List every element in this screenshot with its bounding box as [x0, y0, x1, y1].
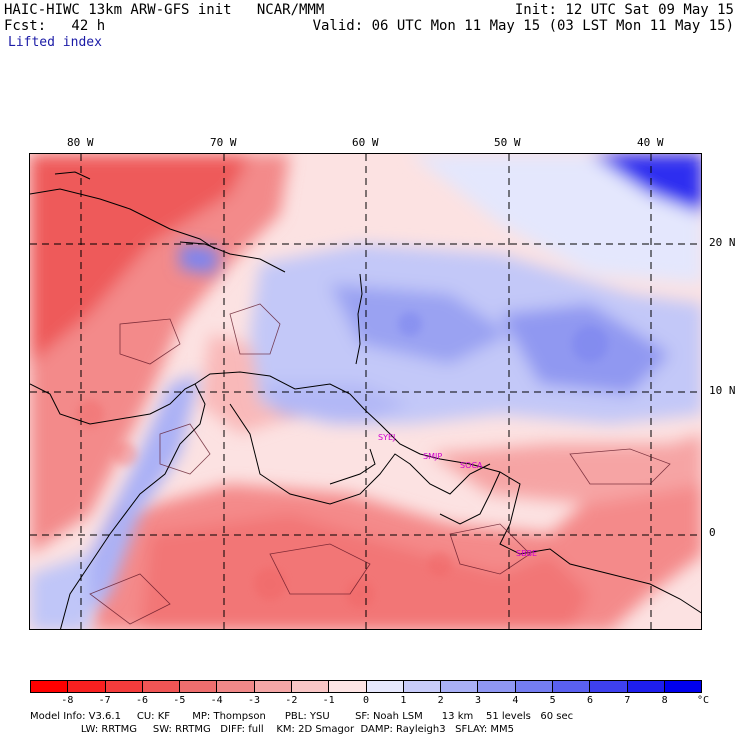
color-bar-segment — [590, 681, 628, 692]
color-bar-tick-label: 4 — [512, 695, 519, 706]
field-texture — [76, 312, 608, 608]
color-bar-tick-label: 3 — [474, 695, 482, 706]
forecast-hour: Fcst: 42 h — [4, 18, 106, 34]
coastlines — [30, 171, 701, 629]
warm-field-regions — [30, 154, 701, 629]
color-bar-segment — [180, 681, 218, 692]
model-info-line-1: Model Info: V3.6.1 CU: KF MP: Thompson P… — [30, 711, 574, 722]
color-bar-tick-label: 1 — [400, 695, 407, 706]
color-bar-tick-label: -4 — [210, 695, 223, 706]
lat-label-20n: 20 N — [709, 236, 736, 249]
color-bar-tick-label: 0 — [362, 695, 370, 706]
color-bar-segment — [329, 681, 367, 692]
lat-label-10n: 10 N — [709, 384, 736, 397]
color-bar-tick-label: 5 — [549, 695, 556, 706]
color-bar-segment — [291, 681, 330, 692]
color-bar-tick-label: -5 — [173, 695, 186, 706]
init-time: Init: 12 UTC Sat 09 May 15 — [514, 2, 734, 18]
color-bar-segment — [403, 681, 442, 692]
station-label-sbbe: SBBE — [516, 549, 538, 558]
lat-lon-grid — [30, 154, 701, 629]
color-bar-segment — [664, 681, 702, 692]
color-bar-segment — [254, 681, 292, 692]
model-title: HAIC-HIWC 13km ARW-GFS init NCAR/MMM — [4, 2, 325, 18]
color-bar-tick-label: -8 — [61, 695, 74, 706]
color-bar-tick-label: 7 — [624, 695, 631, 706]
color-bar-segment — [31, 681, 69, 692]
lon-label-70w: 70 W — [210, 136, 237, 149]
station-label-soca: SOCA — [460, 461, 483, 470]
color-bar — [30, 680, 702, 693]
lifted-index-map[interactable] — [29, 153, 702, 630]
color-bar-segment — [68, 681, 106, 692]
color-bar-segment — [217, 681, 255, 692]
lon-label-80w: 80 W — [67, 136, 94, 149]
color-bar-segment — [627, 681, 665, 692]
color-bar-segment — [515, 681, 553, 692]
station-label-smjp: SMJP — [423, 452, 443, 461]
color-bar-segment — [142, 681, 181, 692]
station-label-syej: SYEJ — [378, 433, 396, 442]
map-canvas — [30, 154, 701, 629]
color-bar-segment — [478, 681, 516, 692]
lon-label-40w: 40 W — [637, 136, 664, 149]
color-bar-segment — [366, 681, 404, 692]
lon-label-60w: 60 W — [352, 136, 379, 149]
color-bar-segment — [105, 681, 143, 692]
lat-label-0: 0 — [709, 526, 716, 539]
color-bar-unit: °C — [696, 695, 710, 706]
lon-label-50w: 50 W — [494, 136, 521, 149]
color-bar-tick-label: -6 — [135, 695, 149, 706]
color-bar-tick-label: 8 — [661, 695, 668, 706]
color-bar-tick-label: -1 — [322, 695, 335, 706]
color-bar-tick-label: -2 — [285, 695, 298, 706]
model-info-line-2: LW: RRTMG SW: RRTMG DIFF: full KM: 2D Sm… — [30, 724, 515, 735]
color-bar-tick-label: -7 — [98, 695, 111, 706]
contour-lines — [89, 303, 671, 625]
color-bar-segment — [552, 681, 591, 692]
color-bar-tick-label: 6 — [586, 695, 594, 706]
color-bar-tick-label: -3 — [247, 695, 261, 706]
field-name: Lifted index — [8, 35, 102, 50]
color-bar-segment — [441, 681, 479, 692]
valid-time: Valid: 06 UTC Mon 11 May 15 (03 LST Mon … — [312, 18, 734, 34]
color-bar-tick-label: 2 — [437, 695, 444, 706]
